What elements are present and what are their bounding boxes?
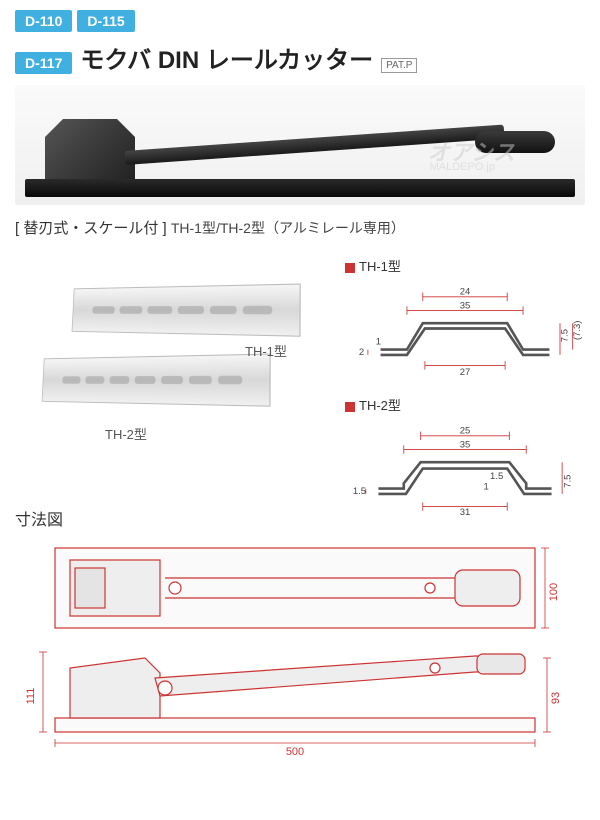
th1-dim-73: (7.3): [572, 321, 583, 341]
cutter-head: [45, 119, 135, 179]
patent-label: PAT.P: [381, 58, 417, 73]
rail-th1: [72, 284, 301, 337]
th2-dim-15l: 1.5: [353, 486, 366, 497]
rail-photo-area: TH-1型 TH-2型: [15, 256, 335, 496]
th1-dim-24: 24: [460, 287, 471, 298]
subtitle-spec: TH-1型/TH-2型（アルミレール専用）: [171, 220, 405, 236]
th2-dim-31: 31: [460, 507, 471, 515]
dim-width-500: 500: [286, 746, 304, 758]
rail-label-th1: TH-1型: [245, 341, 287, 360]
model-badges: D-110 D-115: [15, 10, 585, 32]
product-photo: オアシス MALDEPO.jp: [15, 85, 585, 205]
subtitle-row: [ 替刃式・スケール付 ] TH-1型/TH-2型（アルミレール専用）: [15, 217, 585, 238]
dim-top-100: 100: [548, 583, 560, 601]
th2-dim-1: 1: [483, 482, 488, 493]
th1-dim-75: 7.5: [559, 329, 570, 342]
th1-dim-1: 1: [376, 336, 381, 347]
badge-d110: D-110: [15, 10, 72, 32]
badge-d117: D-117: [15, 52, 72, 74]
rail-label-th2: TH-2型: [105, 424, 147, 443]
diagram-th2-title: TH-2型: [345, 395, 585, 414]
th1-dim-2: 2: [359, 347, 364, 358]
product-title: モクバ DIN レールカッター: [80, 40, 373, 75]
rail-th2: [42, 354, 271, 407]
dimension-drawing: 100 500 111 9: [15, 538, 585, 758]
th1-dim-35: 35: [460, 300, 471, 311]
dim-h-111: 111: [25, 688, 37, 705]
diagram-th1-svg: 35 24 27 2 1 7.5 (7.3): [345, 281, 585, 376]
th2-dim-25: 25: [460, 426, 471, 437]
watermark-url: MALDEPO.jp: [430, 161, 495, 173]
th2-dim-15i: 1.5: [490, 471, 503, 482]
profile-diagrams: TH-1型 35 24 27: [345, 256, 585, 496]
th1-dim-27: 27: [460, 367, 471, 376]
diagram-th2-svg: 35 25 31 1.5 1.5 1 7.5: [345, 420, 585, 515]
badge-d115: D-115: [77, 10, 134, 32]
subtitle-bracket: [ 替刃式・スケール付 ]: [15, 220, 167, 237]
dim-h-93: 93: [550, 692, 562, 704]
base-plate: [25, 179, 575, 197]
th2-dim-35: 35: [460, 439, 471, 450]
diagram-th1-title: TH-1型: [345, 256, 585, 275]
th2-dim-75: 7.5: [563, 475, 574, 488]
